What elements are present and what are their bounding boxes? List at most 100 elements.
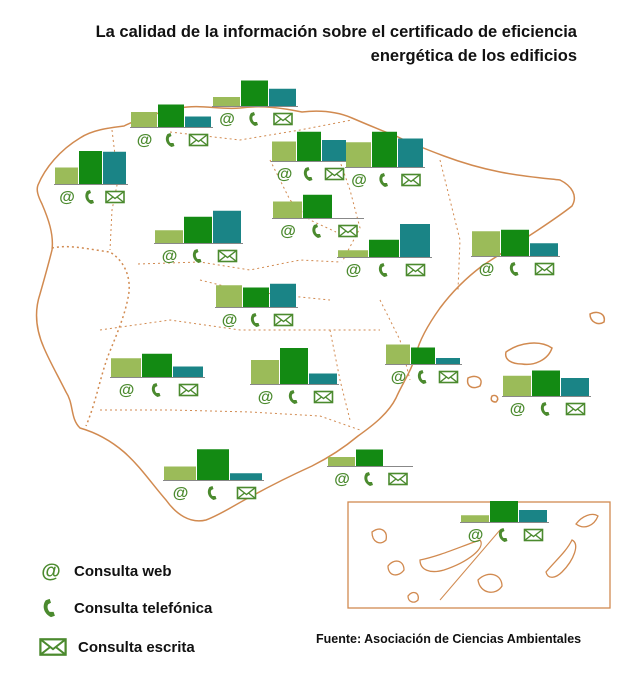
bar-web [346,142,371,167]
envelope-icon [236,486,257,500]
bar-phone [297,131,321,161]
phone-icon [43,598,55,618]
bar-phone [184,216,212,243]
bar-phone [243,287,269,307]
bar-web [472,231,500,256]
bar-web [273,201,302,218]
bar-written [530,243,558,256]
phone-icon [165,133,175,147]
envelope-icon [324,167,345,181]
region-chart-islas-baleares [502,370,591,418]
at-icon [351,172,367,189]
at-icon [118,382,135,399]
region-chart-la-rioja [272,194,364,240]
bar-written [173,366,203,377]
phone-icon [207,486,217,500]
legend-item-phone: Consulta telefónica [38,597,212,619]
legend-item-web: Consulta web [38,560,172,582]
envelope-icon [405,263,426,277]
region-chart-canarias [460,501,549,544]
bar-phone [142,353,172,377]
at-icon [161,248,178,265]
at-icon [219,111,235,128]
envelope-icon [388,472,408,486]
bar-written [185,116,211,127]
bar-phone [241,80,268,106]
region-charts [54,80,591,544]
envelope-icon [523,528,544,542]
at-icon [390,369,407,386]
bar-written [309,373,337,384]
bar-phone [197,449,229,480]
bar-written [398,138,423,167]
bar-web [251,360,279,384]
phone-icon [192,249,202,263]
canary-islands [371,513,599,603]
bar-web [213,97,240,106]
bar-phone [501,229,529,256]
legend-label-phone: Consulta telefónica [74,599,213,617]
phone-icon [312,224,321,238]
canarias-inset-frame [347,501,611,609]
at-icon [172,485,189,502]
bar-written [322,140,346,161]
envelope-icon [39,638,67,656]
at-icon [41,560,61,582]
bar-phone [356,449,383,466]
bar-phone [372,131,397,167]
phone-icon [364,472,373,486]
region-chart-madrid [215,283,298,329]
at-icon [221,312,238,329]
bar-written [519,510,547,522]
envelope-icon [273,112,293,126]
region-chart-asturias [130,104,213,149]
region-chart-murcia [327,449,413,488]
at-icon [334,471,350,488]
phone-icon [151,383,161,397]
region-chart-aragon [337,224,432,279]
at-icon [280,223,296,240]
portugal-border [51,245,130,427]
at-icon [257,389,274,406]
region-chart-navarra [345,131,425,189]
bar-web [131,112,157,127]
envelope-icon [565,402,586,416]
envelope-icon [401,173,421,187]
bar-phone [280,348,308,384]
bar-web [503,375,531,396]
phone-icon [378,263,388,277]
region-chart-castilla-y-leon [154,210,243,265]
envelope-icon [188,133,209,147]
region-chart-galicia [54,151,128,206]
bar-web [328,457,355,466]
title-line-2: energética de los edificios [370,47,577,65]
peninsula-outline [35,105,576,522]
region-chart-extremadura [110,353,205,399]
legend-label-written: Consulta escrita [78,638,195,656]
region-chart-castilla-la-mancha [250,348,339,406]
region-chart-pais-vasco [271,131,348,183]
bar-phone [303,194,332,218]
bar-web [55,167,78,184]
bar-web [111,358,141,377]
at-icon [136,132,153,149]
canary-divider-line [439,529,501,601]
balearic-islands [466,311,606,403]
bar-phone [158,104,184,127]
bar-web [155,230,183,243]
bar-written [269,88,296,106]
region-chart-comunidad-valenciana [385,344,462,386]
bar-phone [532,370,560,396]
envelope-icon [438,370,459,384]
bar-web [216,285,242,307]
phone-icon [417,370,427,384]
envelope-icon [313,390,334,404]
bar-phone [369,239,399,257]
legend-label-web: Consulta web [74,562,172,580]
at-icon [509,401,526,418]
phone-icon [85,190,94,204]
region-chart-cantabria [212,80,298,128]
envelope-icon [178,383,199,397]
bar-written [436,358,460,364]
envelope-icon [534,262,555,276]
